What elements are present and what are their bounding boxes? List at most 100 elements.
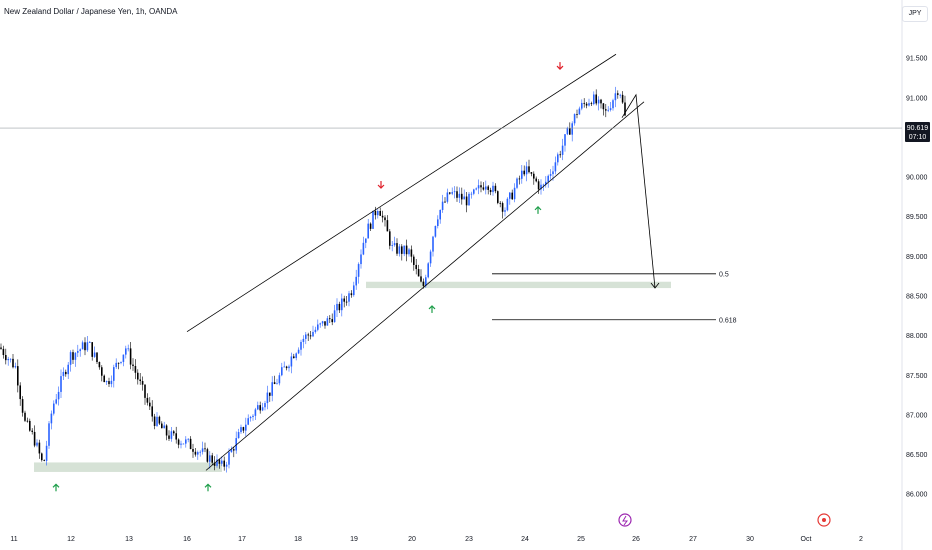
candle-body	[482, 187, 485, 190]
y-tick-label: 89.500	[906, 214, 928, 221]
candle-body	[230, 449, 233, 453]
candle-body	[5, 355, 7, 361]
fib-level-label: 0.5	[719, 271, 729, 278]
candle-body	[341, 298, 343, 311]
x-tick-label: 23	[465, 536, 473, 543]
candle-body	[283, 366, 285, 368]
candle-body	[305, 334, 307, 339]
candle-body	[509, 192, 511, 199]
candle-body	[355, 276, 357, 286]
x-tick-label: 27	[689, 536, 697, 543]
candle-body	[105, 381, 108, 383]
channel-line-upper	[186, 53, 617, 332]
candle-body	[528, 166, 530, 173]
y-tick-label: 89.000	[906, 254, 928, 261]
candle-body	[113, 367, 115, 381]
candle-body	[53, 403, 55, 414]
candle-body	[240, 427, 242, 433]
candle-body	[384, 217, 386, 221]
candle-body	[578, 108, 581, 115]
candle-body	[549, 174, 552, 176]
candle-body	[470, 193, 473, 195]
candle-body	[38, 442, 41, 454]
economic-event-icon[interactable]	[817, 513, 831, 527]
lightning-event-icon[interactable]	[618, 513, 632, 527]
candle-body	[81, 342, 84, 350]
candle-body	[451, 192, 453, 194]
candle-body	[581, 102, 583, 109]
candle-body	[348, 293, 350, 302]
candle-body	[139, 379, 141, 382]
candle-body	[271, 382, 273, 396]
candle-body	[163, 425, 165, 429]
candle-body	[605, 109, 607, 111]
y-tick-label: 88.000	[906, 333, 928, 340]
candle-body	[326, 318, 329, 326]
candle-body	[362, 242, 365, 255]
candle-body	[223, 460, 225, 467]
candle-body	[158, 416, 161, 424]
candle-body	[453, 191, 456, 193]
candle-body	[461, 193, 463, 200]
candle-body	[458, 193, 461, 198]
candle-body	[403, 245, 405, 254]
candle-body	[144, 384, 146, 398]
candle-body	[497, 191, 499, 203]
projection-line	[621, 93, 656, 289]
candle-body	[365, 238, 367, 243]
candle-body	[281, 367, 283, 376]
candle-body	[585, 103, 588, 106]
candle-body	[151, 406, 153, 417]
candle-body	[33, 431, 36, 446]
candle-body	[300, 341, 302, 350]
candle-body	[156, 416, 158, 426]
candle-body	[197, 452, 199, 455]
candle-body	[367, 223, 369, 239]
candle-body	[117, 362, 120, 364]
candle-body	[74, 352, 77, 360]
candle-body	[288, 366, 290, 369]
candle-body	[129, 348, 132, 365]
candle-body	[353, 285, 355, 296]
candle-body	[489, 189, 492, 193]
candle-body	[120, 361, 122, 363]
candle-body	[401, 246, 403, 254]
y-tick-label: 91.500	[906, 56, 928, 63]
candle-body	[542, 184, 545, 186]
candle-body	[444, 201, 446, 203]
x-tick-label: 19	[350, 536, 358, 543]
candle-body	[477, 185, 480, 189]
candle-body	[331, 319, 333, 323]
candle-body	[221, 460, 223, 464]
candle-body	[473, 189, 475, 194]
candle-body	[357, 264, 360, 277]
candle-body	[321, 321, 324, 324]
y-tick-label: 88.500	[906, 293, 928, 300]
fib-level-label: 0.618	[719, 317, 737, 324]
candle-body	[523, 170, 525, 175]
candle-body	[369, 223, 372, 229]
candle-body	[137, 372, 139, 380]
candle-body	[96, 352, 98, 362]
candle-body	[192, 449, 194, 452]
candle-body	[518, 178, 521, 180]
x-tick-label: 30	[746, 536, 754, 543]
candle-body	[501, 203, 504, 212]
y-tick-label: 91.000	[906, 95, 928, 102]
candle-body	[516, 178, 518, 188]
candle-body	[336, 303, 338, 311]
current-price-label: 90.619 07:10	[905, 122, 930, 143]
candle-body	[122, 354, 125, 362]
candle-body	[422, 281, 425, 286]
candle-body	[593, 94, 595, 105]
candle-body	[547, 175, 549, 182]
candle-body	[456, 191, 458, 198]
candle-body	[134, 366, 137, 373]
candle-body	[245, 424, 247, 431]
candle-body	[393, 243, 396, 246]
candle-body	[259, 405, 261, 411]
support-zone	[366, 281, 671, 289]
candle-body	[93, 352, 96, 357]
candle-body	[513, 187, 516, 200]
